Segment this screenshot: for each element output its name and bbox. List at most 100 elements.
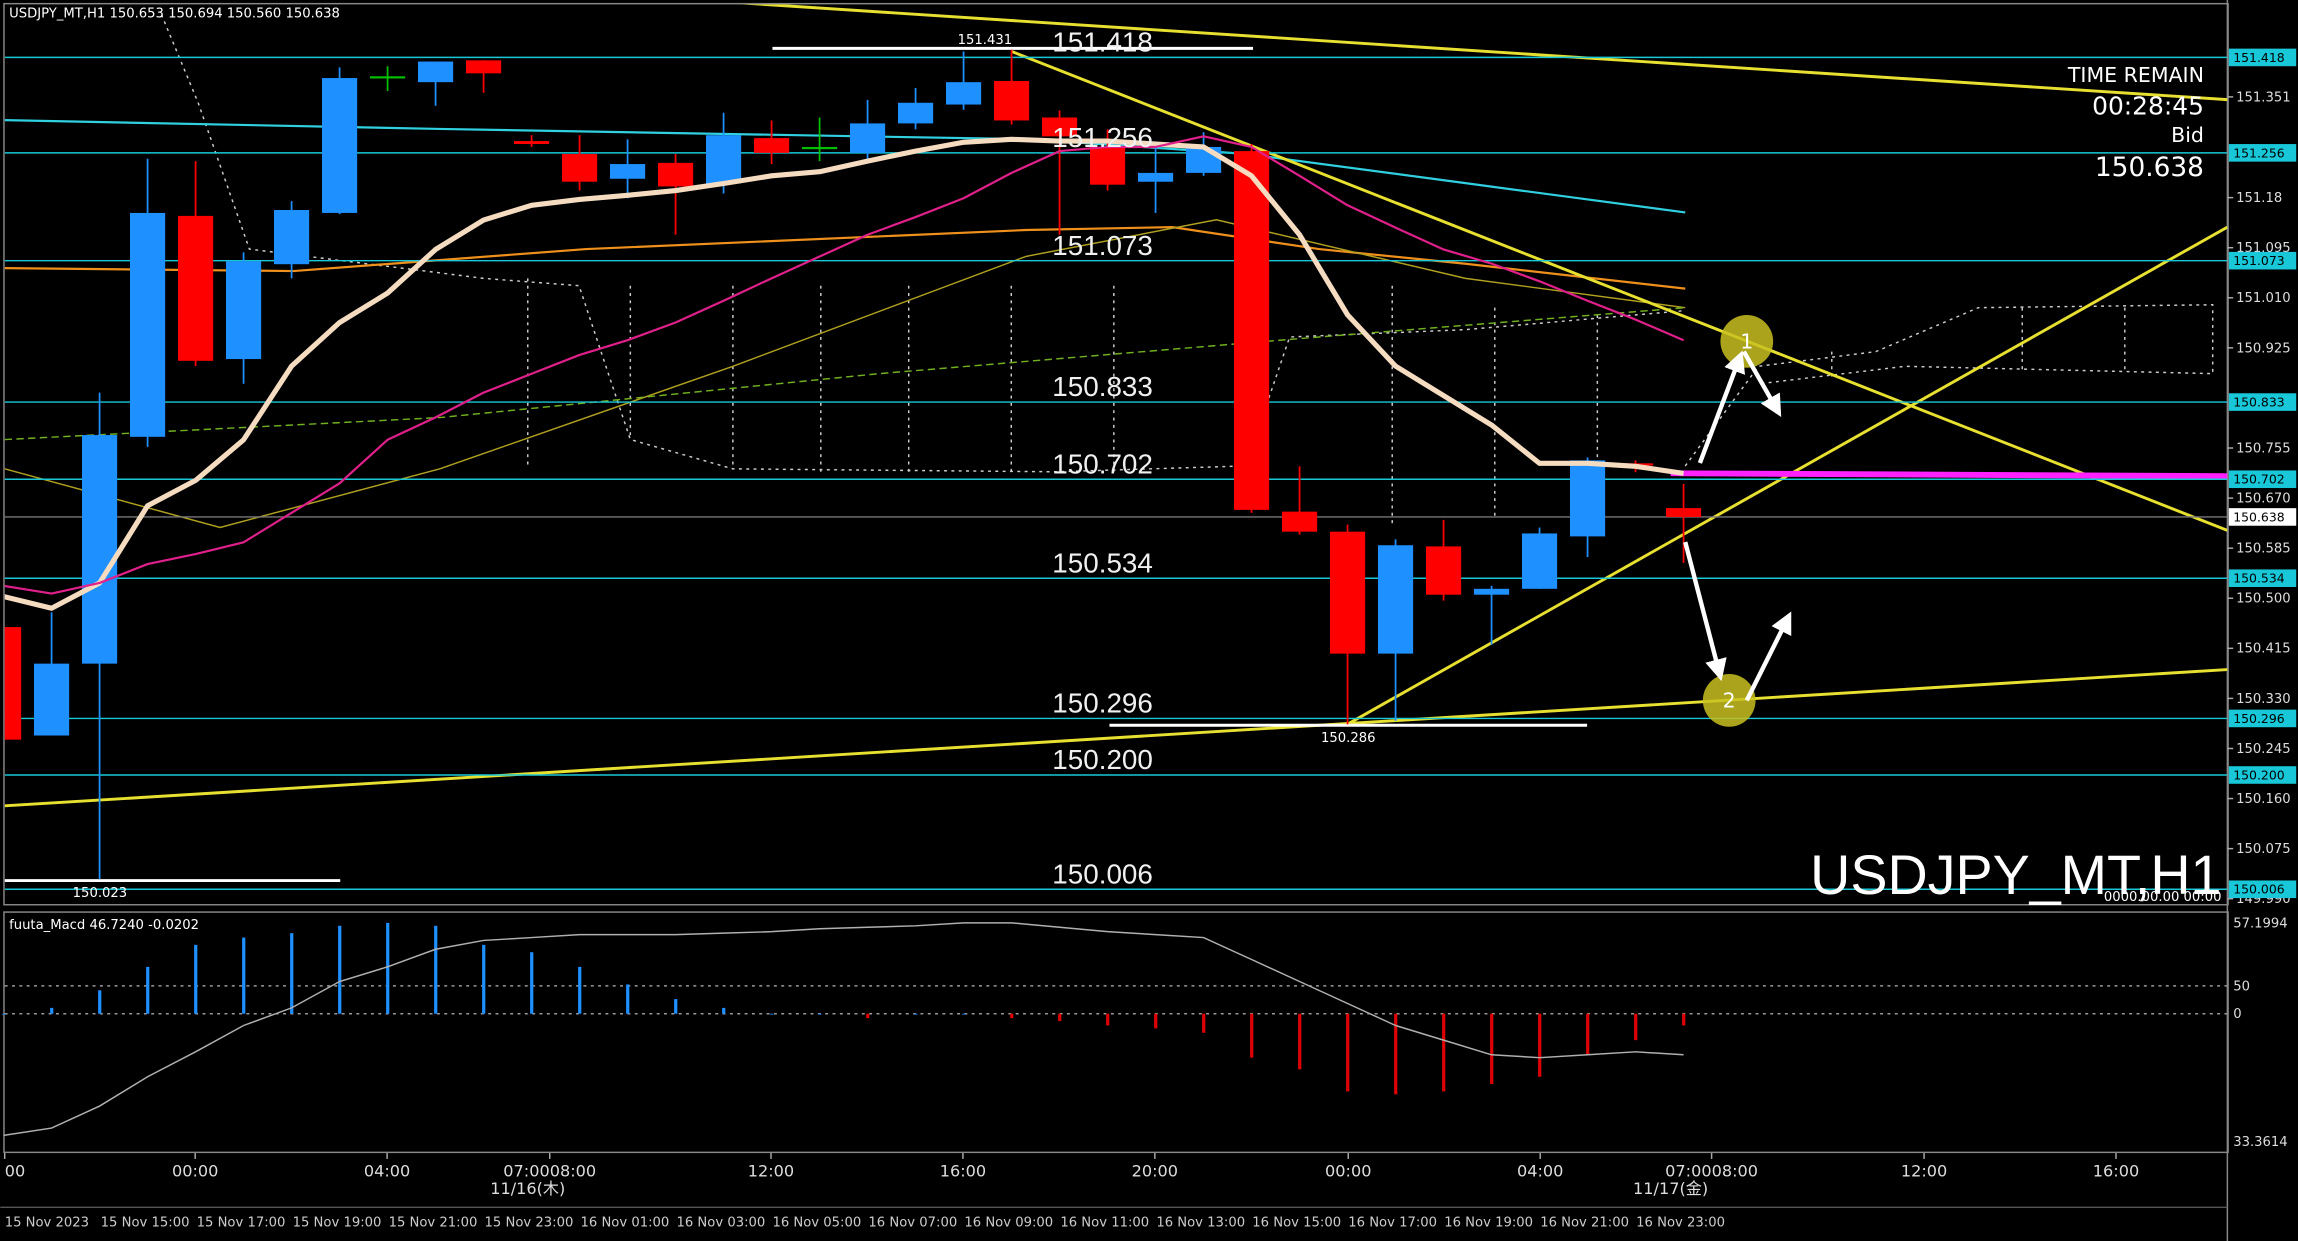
time-label: 04:00 <box>1517 1162 1563 1181</box>
y-tick-label: 150.075 <box>2236 842 2290 857</box>
price-level-tag <box>2228 144 2297 162</box>
price-level-tag-label: 150.833 <box>2233 394 2284 409</box>
candle-body <box>657 162 694 187</box>
server-time-label: 15 Nov 21:00 <box>389 1215 478 1230</box>
candle-body <box>1137 172 1174 182</box>
server-time-label: 16 Nov 05:00 <box>772 1215 861 1230</box>
macd-bar <box>1442 1013 1446 1092</box>
candle-body <box>1089 146 1126 185</box>
server-time-label: 16 Nov 13:00 <box>1156 1215 1245 1230</box>
price-level-label: 150.833 <box>1052 371 1153 402</box>
y-tick-label: 150.755 <box>2236 441 2290 456</box>
server-time-label: 16 Nov 17:00 <box>1348 1215 1437 1230</box>
horizontal-line <box>1670 470 2228 480</box>
candle-body <box>321 78 358 213</box>
price-level-tag <box>2228 470 2297 489</box>
server-time-label: 15 Nov 15:00 <box>101 1215 190 1230</box>
server-time-label: 16 Nov 09:00 <box>964 1215 1053 1230</box>
macd-bar <box>1154 1013 1158 1029</box>
watermark: USDJPY_MT,H1 <box>1810 844 2221 906</box>
candle-body <box>1521 533 1558 589</box>
time-label: 00:00 <box>172 1162 218 1181</box>
bid: 150.638 <box>2095 153 2204 183</box>
server-time-label: 16 Nov 23:00 <box>1636 1215 1725 1230</box>
candle-body <box>4 627 22 740</box>
candle-body <box>1425 546 1462 595</box>
server-time-label: 16 Nov 21:00 <box>1540 1215 1629 1230</box>
candle-body <box>705 135 742 184</box>
candle-body <box>369 76 406 79</box>
price-level-tag-label: 150.534 <box>2233 571 2285 586</box>
price-annotation: 151.431 <box>958 33 1012 48</box>
macd-bar <box>1058 1013 1062 1022</box>
macd-bar <box>722 1007 726 1014</box>
window-title: USDJPY_MT,H1 150.653 150.694 150.560 150… <box>9 7 340 22</box>
macd-bar <box>914 1013 918 1015</box>
server-time-label: 16 Nov 11:00 <box>1060 1215 1149 1230</box>
server-time-label: 16 Nov 03:00 <box>676 1215 765 1230</box>
time-label: 16:00 <box>2093 1162 2139 1181</box>
macd-bar <box>626 984 630 1014</box>
macd-bar <box>1250 1013 1254 1058</box>
price-level-label: 150.534 <box>1052 547 1153 578</box>
bid-label: Bid <box>2171 123 2204 147</box>
candle-body <box>609 164 646 179</box>
watermark-time: 0000.00.00 00:00 <box>2104 890 2222 905</box>
candle-body <box>465 60 502 74</box>
y-tick-label: 150.500 <box>2236 592 2290 607</box>
price-level-tag-label: 151.418 <box>2233 50 2285 65</box>
candle-body <box>178 215 214 361</box>
y-tick-label: 151.18 <box>2236 191 2282 206</box>
candle-body <box>226 261 262 360</box>
macd-bar <box>290 933 294 1014</box>
macd-title: fuuta_Macd 46.7240 -0.0202 <box>9 918 199 933</box>
date-label: 11/17(金) <box>1633 1179 1708 1198</box>
time-label: 12:00 <box>748 1162 794 1181</box>
price-level-label: 150.200 <box>1052 744 1153 775</box>
y-tick-label: 150.925 <box>2236 341 2290 356</box>
price-level-label: 150.296 <box>1052 688 1153 719</box>
price-annotation: 150.023 <box>73 886 127 901</box>
macd-scale-label: 57.1994 <box>2233 916 2287 931</box>
candle-body <box>1041 117 1078 137</box>
candle-body <box>801 146 838 150</box>
macd-bar <box>866 1013 870 1019</box>
macd-bar <box>1490 1013 1494 1085</box>
time-remain: 00:28:45 <box>2092 91 2204 120</box>
candle-body <box>897 102 934 124</box>
y-tick-label: 150.160 <box>2236 792 2290 807</box>
y-tick-label: 150.415 <box>2236 642 2290 657</box>
price-level-label: 151.073 <box>1052 230 1153 261</box>
candle-body <box>1185 146 1222 173</box>
macd-bar <box>386 922 390 1014</box>
time-label: 04:00 <box>364 1162 410 1181</box>
price-level-tag <box>2228 393 2297 411</box>
arrow <box>1697 350 1745 464</box>
macd-bar <box>578 966 582 1014</box>
arrow <box>1741 350 1782 417</box>
y-tick-label: 150.245 <box>2236 742 2290 757</box>
trend-line <box>4 668 2228 808</box>
y-tick-label: 151.351 <box>2236 90 2290 105</box>
arrow <box>1744 611 1792 702</box>
macd-bar <box>1202 1013 1206 1033</box>
time-label: 07:0008:00 <box>503 1162 596 1181</box>
price-level-tag <box>2228 880 2297 899</box>
macd-bar <box>818 1013 822 1015</box>
candle-body <box>513 141 550 145</box>
server-time-label: 15 Nov 23:00 <box>485 1215 574 1230</box>
server-time-label: 16 Nov 19:00 <box>1444 1215 1533 1230</box>
price-level-label: 151.256 <box>1052 122 1153 153</box>
price-level-tag-label: 150.296 <box>2233 711 2285 726</box>
candle-body <box>1377 545 1414 654</box>
macd-bar <box>962 1013 966 1015</box>
macd-bar <box>338 925 342 1014</box>
time-label: 07:0008:00 <box>1665 1162 1758 1181</box>
candle-body <box>1569 460 1606 537</box>
current-price-tag <box>2228 508 2297 526</box>
price-level-label: 151.418 <box>1052 27 1153 58</box>
macd-bar <box>1586 1013 1590 1055</box>
candle-body <box>1473 588 1510 595</box>
